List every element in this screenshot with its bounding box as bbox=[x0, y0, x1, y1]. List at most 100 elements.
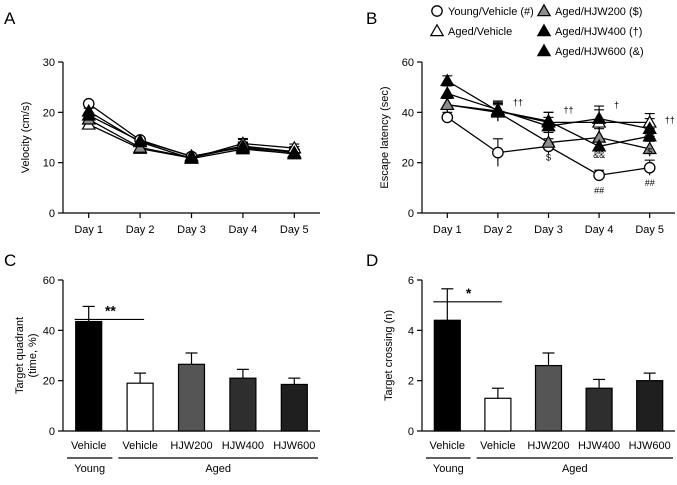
data-point bbox=[132, 134, 148, 148]
y-tick-label: 0 bbox=[408, 208, 414, 220]
data-point bbox=[287, 146, 302, 159]
x-tick-label: Vehicle bbox=[480, 440, 515, 452]
x-tick-label: Day 1 bbox=[433, 224, 462, 236]
panel-label-d: D bbox=[366, 251, 378, 270]
y-tick-label: 10 bbox=[43, 158, 55, 170]
group-label: Young bbox=[74, 463, 105, 475]
y-tick-label: 30 bbox=[43, 57, 55, 69]
legend-label: Young/Vehicle (#) bbox=[448, 6, 534, 18]
bar bbox=[229, 377, 257, 432]
x-tick-label: Vehicle bbox=[430, 440, 465, 452]
y-tick-label: 4 bbox=[408, 325, 414, 337]
x-tick-label: Day 4 bbox=[229, 224, 258, 236]
bar bbox=[636, 380, 664, 432]
x-tick-label: Day 4 bbox=[585, 224, 614, 236]
y-tick-label: 20 bbox=[402, 158, 414, 170]
significance-marker: * bbox=[466, 285, 472, 301]
legend-label: Aged/Vehicle bbox=[448, 26, 512, 38]
y-axis-title: Target quadrant bbox=[14, 317, 26, 394]
bar bbox=[75, 320, 103, 432]
legend-marker bbox=[536, 43, 552, 57]
data-point bbox=[541, 113, 556, 127]
y-tick-label: 6 bbox=[408, 275, 414, 287]
bar bbox=[280, 383, 308, 432]
legend-label: Aged/HJW400 (†) bbox=[555, 26, 642, 38]
data-point bbox=[440, 86, 455, 99]
x-tick-label: HJW600 bbox=[629, 440, 671, 452]
y-tick-label: 60 bbox=[402, 57, 414, 69]
x-tick-label: Vehicle bbox=[71, 440, 106, 452]
data-point bbox=[642, 128, 657, 142]
data-point bbox=[643, 161, 656, 174]
significance-annotation: †† bbox=[665, 115, 675, 125]
data-point bbox=[591, 111, 607, 124]
significance-annotation: && bbox=[593, 150, 605, 160]
data-point bbox=[591, 138, 607, 152]
significance-annotation: $ bbox=[647, 146, 652, 156]
significance-annotation: ## bbox=[645, 178, 655, 188]
y-tick-label: 40 bbox=[402, 107, 414, 119]
x-tick-label: Day 5 bbox=[635, 224, 664, 236]
x-tick-label: HJW400 bbox=[578, 440, 620, 452]
data-point bbox=[440, 97, 455, 111]
data-point bbox=[492, 146, 504, 159]
data-point bbox=[490, 103, 506, 117]
data-point bbox=[642, 141, 657, 155]
x-tick-label: Day 3 bbox=[534, 224, 563, 236]
legend-label: Aged/HJW200 ($) bbox=[555, 6, 642, 18]
significance-annotation: && bbox=[644, 131, 656, 141]
x-tick-label: HJW600 bbox=[273, 440, 315, 452]
legend-marker bbox=[431, 5, 443, 17]
group-label: Aged bbox=[562, 463, 588, 475]
y-axis-title: Target crossing (n) bbox=[383, 310, 395, 401]
data-point bbox=[541, 135, 556, 148]
x-tick-label: HJW400 bbox=[222, 440, 264, 452]
bar bbox=[585, 387, 613, 432]
legend-label: Aged/HJW600 (&) bbox=[555, 46, 644, 58]
bar bbox=[177, 363, 206, 432]
x-tick-label: Vehicle bbox=[122, 440, 157, 452]
y-tick-label: 60 bbox=[43, 275, 55, 287]
group-label: Aged bbox=[205, 463, 231, 475]
significance-annotation: † bbox=[614, 100, 619, 110]
x-tick-label: Day 5 bbox=[280, 224, 309, 236]
significance-annotation: †† bbox=[564, 105, 574, 115]
x-tick-label: HJW200 bbox=[527, 440, 569, 452]
legend-marker bbox=[536, 23, 552, 37]
y-axis-title-line2: (time, %) bbox=[27, 334, 39, 378]
data-point bbox=[81, 103, 96, 117]
y-tick-label: 2 bbox=[408, 376, 414, 388]
panel-label-c: C bbox=[4, 251, 16, 270]
data-point bbox=[441, 111, 454, 124]
y-axis-title: Escape latency (sec) bbox=[379, 86, 391, 188]
y-tick-label: 40 bbox=[43, 325, 55, 337]
legend-marker bbox=[536, 3, 552, 17]
y-tick-label: 0 bbox=[49, 426, 55, 438]
data-point bbox=[593, 169, 605, 182]
legend-marker bbox=[429, 23, 445, 37]
significance-annotation: ## bbox=[594, 185, 604, 195]
significance-marker: ** bbox=[105, 302, 116, 318]
panel-label-b: B bbox=[366, 9, 377, 28]
bar bbox=[433, 319, 461, 432]
data-point bbox=[235, 141, 251, 155]
x-tick-label: Day 3 bbox=[177, 224, 206, 236]
group-label: Young bbox=[433, 463, 464, 475]
y-tick-label: 20 bbox=[43, 376, 55, 388]
bar bbox=[484, 397, 512, 432]
significance-annotation: †† bbox=[513, 97, 523, 107]
y-tick-label: 0 bbox=[408, 426, 414, 438]
bar bbox=[126, 382, 154, 432]
x-tick-label: Day 2 bbox=[484, 224, 513, 236]
data-point bbox=[440, 73, 455, 87]
data-point bbox=[184, 151, 199, 164]
panel-label-a: A bbox=[4, 9, 16, 28]
significance-annotation: $ bbox=[546, 153, 551, 163]
x-tick-label: Day 2 bbox=[126, 224, 155, 236]
y-tick-label: 20 bbox=[43, 107, 55, 119]
x-tick-label: Day 1 bbox=[74, 224, 103, 236]
bar bbox=[534, 364, 563, 432]
x-tick-label: HJW200 bbox=[170, 440, 212, 452]
y-axis-title: Velocity (cm/s) bbox=[20, 102, 32, 174]
